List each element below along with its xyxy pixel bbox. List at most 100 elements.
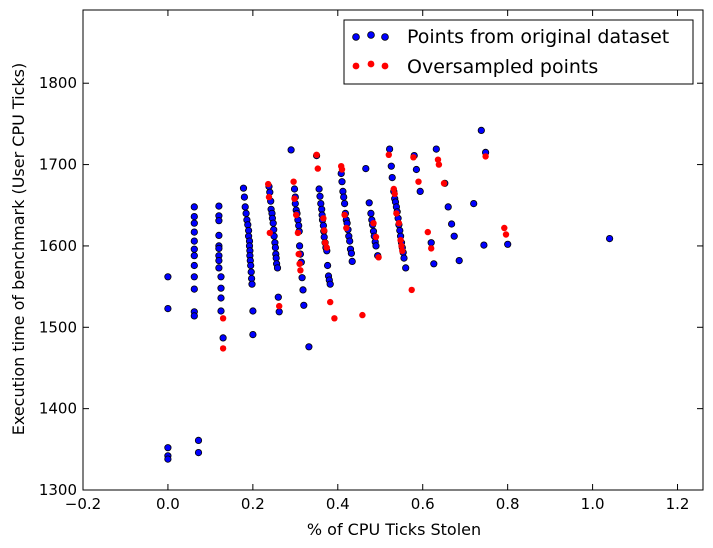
original-point-12 bbox=[190, 261, 198, 270]
original-point-112 bbox=[346, 237, 354, 245]
oversampled-point-11 bbox=[296, 260, 303, 267]
original-point-154 bbox=[470, 200, 478, 208]
original-point-101 bbox=[326, 280, 334, 288]
original-point-30 bbox=[217, 294, 225, 302]
original-point-14 bbox=[190, 285, 198, 293]
oversampled-point-30 bbox=[390, 185, 397, 193]
original-point-26 bbox=[215, 256, 223, 265]
original-point-69 bbox=[287, 146, 295, 154]
original-point-98 bbox=[323, 261, 332, 270]
oversampled-point-9 bbox=[294, 229, 302, 237]
original-point-117 bbox=[365, 199, 373, 207]
original-point-36 bbox=[242, 209, 250, 217]
original-point-0 bbox=[164, 273, 172, 281]
original-point-7 bbox=[190, 219, 198, 227]
original-point-47 bbox=[247, 268, 255, 276]
x-tick-label-6: 1.0 bbox=[581, 495, 605, 513]
y-tick-label-2: 1500 bbox=[39, 318, 77, 336]
legend-label-original: Points from original dataset bbox=[407, 26, 669, 48]
oversampled-point-26 bbox=[370, 220, 377, 227]
original-point-105 bbox=[340, 193, 348, 201]
original-point-1 bbox=[164, 304, 172, 313]
original-point-51 bbox=[249, 330, 257, 339]
original-point-2 bbox=[164, 444, 172, 452]
x-tick-label-3: 0.4 bbox=[326, 495, 350, 513]
original-point-31 bbox=[217, 307, 225, 315]
original-point-144 bbox=[412, 165, 420, 174]
x-axis-label: % of CPU Ticks Stolen bbox=[307, 520, 481, 539]
original-point-34 bbox=[240, 193, 248, 201]
oversampled-point-10 bbox=[295, 250, 302, 258]
original-point-19 bbox=[215, 202, 223, 210]
original-point-106 bbox=[340, 200, 349, 208]
original-point-24 bbox=[215, 244, 223, 252]
original-point-145 bbox=[416, 187, 424, 195]
original-point-13 bbox=[190, 273, 198, 281]
original-point-17 bbox=[194, 436, 203, 444]
legend-dot-0-2 bbox=[381, 33, 389, 41]
original-point-128 bbox=[388, 174, 396, 182]
legend-marker-original bbox=[352, 31, 389, 41]
oversampled-point-35 bbox=[398, 242, 405, 250]
original-point-11 bbox=[190, 252, 198, 260]
oversampled-point-4 bbox=[266, 229, 273, 237]
y-tick-label-5: 1800 bbox=[39, 74, 77, 92]
x-tick-label-7: 1.2 bbox=[666, 495, 690, 513]
oversampled-point-7 bbox=[291, 195, 298, 202]
original-point-16 bbox=[190, 312, 198, 320]
original-point-8 bbox=[190, 228, 198, 236]
original-point-146 bbox=[427, 239, 435, 247]
original-point-49 bbox=[248, 280, 256, 288]
original-point-83 bbox=[300, 301, 308, 309]
original-point-10 bbox=[190, 245, 198, 253]
x-tick-label-5: 0.8 bbox=[496, 495, 520, 513]
oversampled-point-45 bbox=[482, 153, 489, 160]
oversampled-point-14 bbox=[314, 165, 321, 172]
original-point-151 bbox=[447, 220, 456, 228]
original-point-5 bbox=[190, 203, 198, 211]
oversampled-point-18 bbox=[323, 244, 330, 251]
x-tick-label-2: 0.2 bbox=[241, 495, 265, 513]
original-point-142 bbox=[402, 264, 410, 272]
legend-dot-0-0 bbox=[352, 33, 360, 41]
oversampled-point-5 bbox=[276, 302, 283, 310]
oversampled-point-38 bbox=[410, 154, 417, 161]
original-point-127 bbox=[387, 162, 395, 170]
oversampled-point-40 bbox=[424, 228, 431, 236]
original-point-126 bbox=[385, 145, 394, 153]
legend-dot-1-0 bbox=[352, 62, 360, 70]
oversampled-point-47 bbox=[502, 231, 510, 238]
oversampled-point-3 bbox=[265, 193, 273, 201]
oversampled-point-12 bbox=[297, 267, 304, 274]
original-point-103 bbox=[338, 178, 346, 186]
legend-dot-1-1 bbox=[367, 60, 375, 68]
original-point-28 bbox=[217, 273, 225, 281]
original-point-27 bbox=[215, 264, 223, 272]
y-axis-label: Execution time of benchmark (User CPU Ti… bbox=[9, 63, 28, 436]
original-point-86 bbox=[315, 185, 323, 193]
y-tick-label-0: 1300 bbox=[39, 481, 77, 499]
legend-box bbox=[343, 19, 694, 85]
original-point-158 bbox=[504, 240, 512, 248]
original-point-141 bbox=[400, 254, 408, 262]
oversampled-point-41 bbox=[428, 245, 435, 252]
original-point-32 bbox=[219, 334, 227, 342]
oversampled-point-42 bbox=[434, 156, 442, 163]
original-point-58 bbox=[269, 219, 277, 227]
original-point-46 bbox=[247, 261, 255, 270]
original-point-115 bbox=[348, 257, 356, 265]
oversampled-point-24 bbox=[343, 224, 350, 232]
oversampled-point-37 bbox=[408, 286, 415, 294]
original-point-156 bbox=[480, 241, 488, 249]
x-tick-label-4: 0.6 bbox=[411, 495, 435, 513]
original-point-9 bbox=[190, 237, 198, 245]
original-point-33 bbox=[239, 184, 248, 192]
original-point-18 bbox=[194, 448, 203, 457]
original-point-153 bbox=[455, 256, 463, 265]
oversampled-point-20 bbox=[331, 315, 338, 322]
oversampled-point-27 bbox=[372, 233, 380, 241]
original-point-82 bbox=[299, 286, 307, 294]
oversampled-point-1 bbox=[219, 345, 227, 352]
